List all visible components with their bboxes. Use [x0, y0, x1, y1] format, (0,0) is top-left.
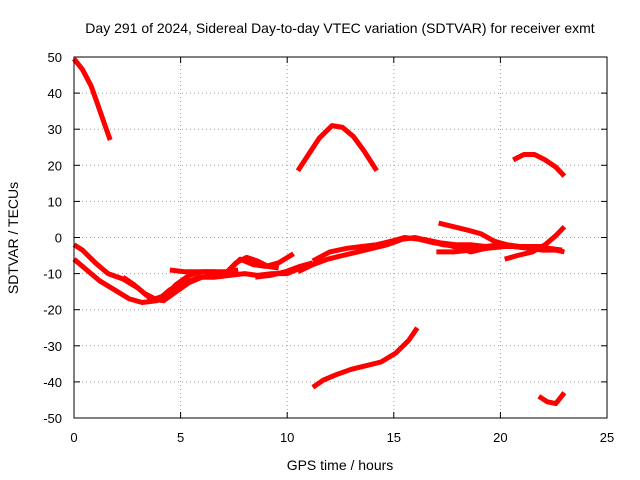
chart-title: Day 291 of 2024, Sidereal Day-to-day VTE… — [85, 20, 594, 36]
series-arc-16 — [537, 391, 567, 407]
series-arc-1 — [72, 57, 113, 141]
y-tick-label: 50 — [48, 50, 62, 65]
y-axis-tick-labels: -50 -40 -30 -20 -10 0 10 20 30 40 50 — [43, 50, 62, 426]
y-tick-label: -10 — [43, 267, 62, 282]
x-tick-label: 20 — [493, 430, 507, 445]
y-tick-label: 30 — [48, 122, 62, 137]
y-tick-label: 0 — [55, 231, 62, 246]
series-arc-6 — [254, 260, 314, 280]
series-arc-13 — [295, 123, 379, 173]
x-tick-label: 5 — [177, 430, 184, 445]
grid — [74, 57, 607, 418]
y-tick-label: 20 — [48, 158, 62, 173]
series-arc-14 — [311, 326, 420, 390]
axis-ticks — [73, 56, 608, 419]
x-axis-tick-labels: 0 5 10 15 20 25 — [70, 430, 614, 445]
series-arc-15 — [512, 152, 567, 178]
series-arc-11 — [438, 220, 533, 251]
y-tick-label: -30 — [43, 339, 62, 354]
series-arc-5 — [169, 267, 239, 275]
y-axis-label: SDTVAR / TECUs — [5, 182, 21, 294]
x-tick-label: 0 — [70, 430, 77, 445]
y-tick-label: -20 — [43, 303, 62, 318]
x-tick-label: 15 — [387, 430, 401, 445]
x-axis-label: GPS time / hours — [287, 457, 394, 473]
plot-area-frame — [73, 56, 608, 419]
x-tick-label: 10 — [280, 430, 294, 445]
series-arc-12 — [504, 224, 567, 262]
x-tick-label: 25 — [600, 430, 614, 445]
series-arc-2 — [72, 242, 295, 304]
y-tick-label: -40 — [43, 375, 62, 390]
y-tick-label: -50 — [43, 411, 62, 426]
series-layer — [72, 57, 567, 407]
y-tick-label: 40 — [48, 86, 62, 101]
y-tick-label: 10 — [48, 194, 62, 209]
